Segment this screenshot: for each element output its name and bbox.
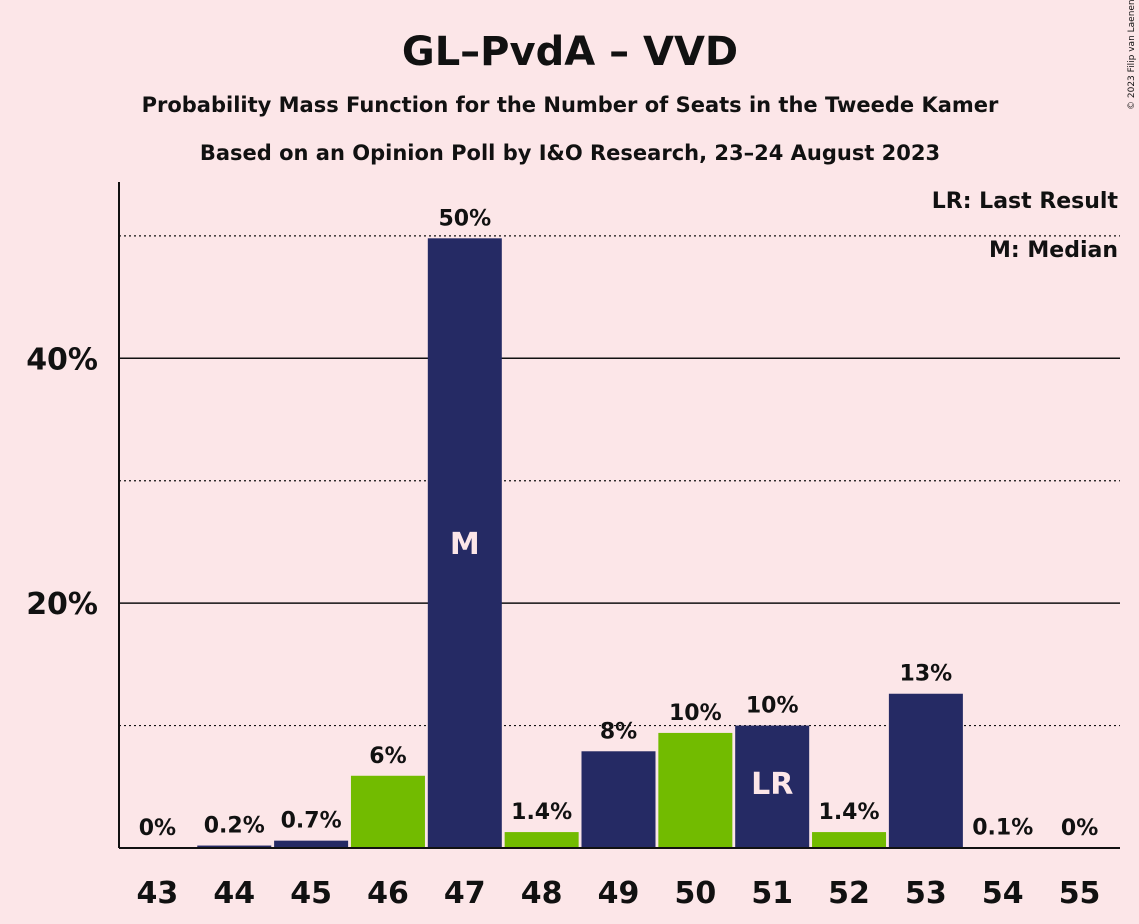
- chart-subtitle: Probability Mass Function for the Number…: [142, 93, 999, 117]
- bar-51: [735, 725, 810, 848]
- x-tick-label-51: 51: [751, 876, 793, 911]
- data-label-53: 13%: [900, 662, 953, 687]
- bar-53: [888, 693, 963, 848]
- bar-50: [658, 732, 733, 848]
- chart-source: Based on an Opinion Poll by I&O Research…: [200, 141, 940, 165]
- data-label-50: 10%: [669, 701, 722, 726]
- data-label-43: 0%: [139, 816, 176, 841]
- x-tick-label-49: 49: [598, 876, 640, 911]
- legend-median: M: Median: [989, 238, 1118, 263]
- bar-48: [504, 832, 579, 848]
- y-tick-label: 20%: [26, 587, 98, 622]
- x-tick-label-53: 53: [905, 876, 947, 911]
- x-tick-label-55: 55: [1059, 876, 1101, 911]
- bar-44: [197, 845, 272, 848]
- legend-last-result: LR: Last Result: [932, 189, 1119, 214]
- x-tick-label-52: 52: [828, 876, 870, 911]
- x-tick-label-43: 43: [137, 876, 179, 911]
- data-label-46: 6%: [369, 744, 406, 769]
- marker-lr: LR: [751, 767, 793, 802]
- data-label-52: 1.4%: [819, 800, 880, 825]
- bar-46: [350, 775, 425, 848]
- data-label-51: 10%: [746, 694, 799, 719]
- data-label-49: 8%: [600, 719, 637, 744]
- x-tick-label-45: 45: [290, 876, 332, 911]
- data-label-45: 0.7%: [281, 809, 342, 834]
- x-tick-label-48: 48: [521, 876, 563, 911]
- gridlines: [119, 235, 1120, 727]
- data-label-44: 0.2%: [204, 814, 265, 839]
- x-tick-label-46: 46: [367, 876, 409, 911]
- bar-49: [581, 751, 656, 848]
- x-tick-label-47: 47: [444, 876, 486, 911]
- copyright: © 2023 Filip van Laenen: [1127, 0, 1137, 110]
- data-label-54: 0.1%: [972, 815, 1033, 840]
- bar-47: [427, 238, 502, 849]
- bar-52: [812, 832, 887, 848]
- bar-45: [274, 840, 349, 848]
- axes: 20% 40% 43 44 45 46 47 48 49 50 51 52 53 54 55: [26, 182, 1120, 911]
- y-tick-label: 40%: [26, 342, 98, 377]
- chart-title: GL–PvdA – VVD: [402, 29, 738, 75]
- data-label-55: 0%: [1061, 816, 1098, 841]
- bars: 0% 0.2% 0.7% 6% 50% M 1.4% 8% 10% 10% LR 1.4% 13% 0.1…: [139, 206, 1098, 849]
- x-tick-label-44: 44: [213, 876, 255, 911]
- marker-m: M: [450, 527, 480, 562]
- data-label-47: 50%: [438, 206, 491, 231]
- x-tick-label-54: 54: [982, 876, 1024, 911]
- x-tick-label-50: 50: [674, 876, 716, 911]
- data-label-48: 1.4%: [511, 800, 572, 825]
